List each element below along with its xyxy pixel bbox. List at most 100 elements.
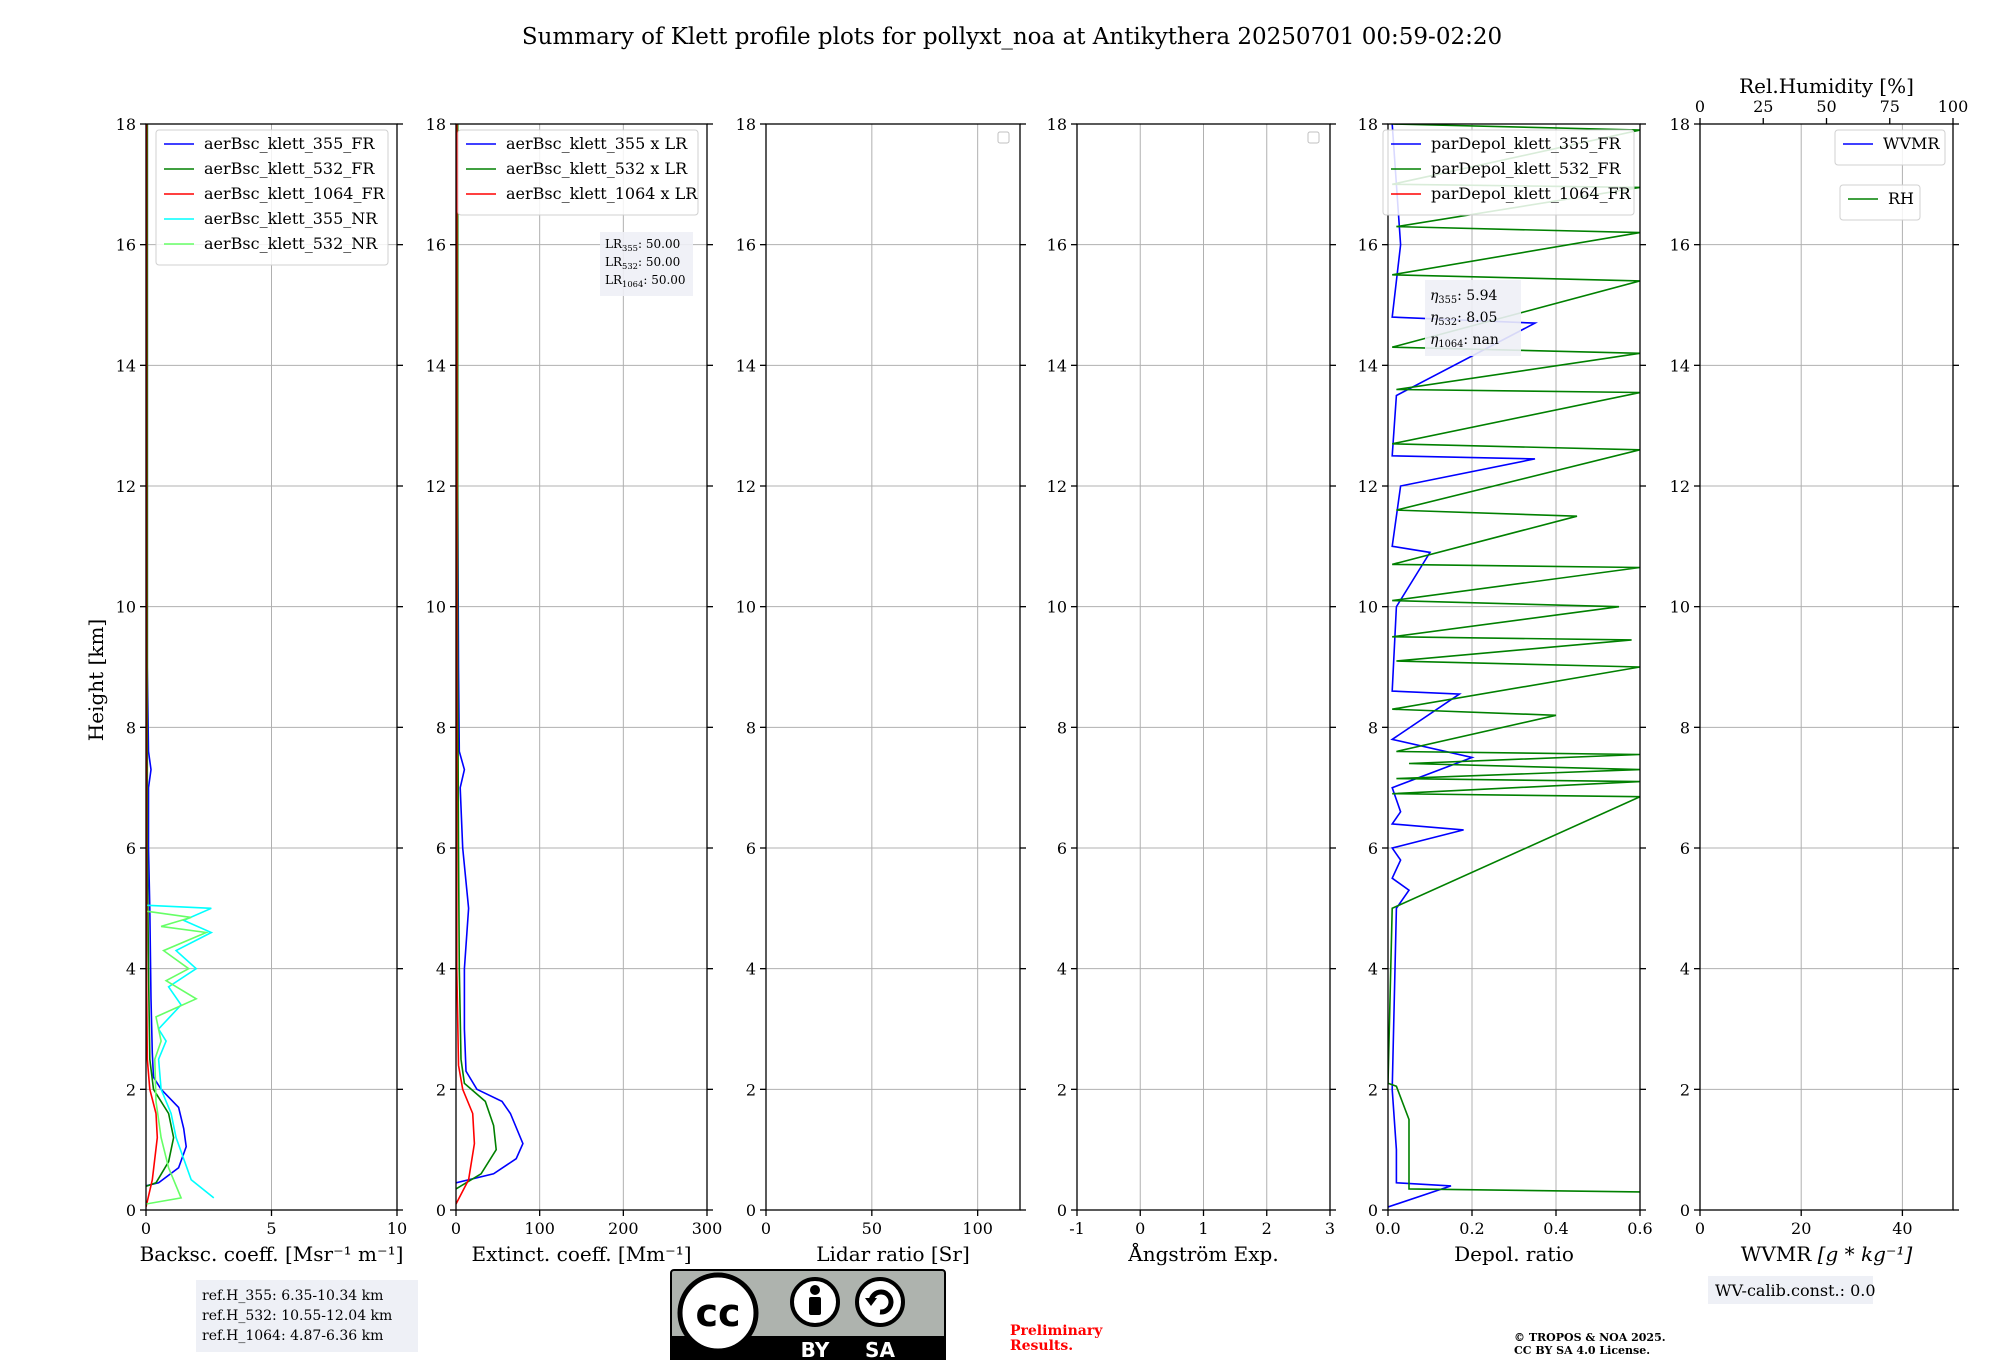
y-tick-label: 2 bbox=[126, 1080, 136, 1099]
x-axis-label-lr: Lidar ratio [Sr] bbox=[816, 1242, 970, 1266]
y-tick-label: 14 bbox=[736, 356, 756, 375]
sa-share-icon bbox=[855, 1277, 905, 1327]
annotation-base: LR bbox=[605, 255, 623, 269]
wv-calib-box bbox=[1708, 1276, 1873, 1304]
y-tick-label: 2 bbox=[1057, 1080, 1067, 1099]
x-tick-label: 1 bbox=[1198, 1219, 1208, 1238]
legend-entry: aerBsc_klett_1064_FR bbox=[204, 184, 386, 203]
x-tick-label: 0 bbox=[451, 1219, 461, 1238]
y-tick-label: 16 bbox=[1670, 236, 1690, 255]
y-tick-label: 12 bbox=[426, 477, 446, 496]
legend-bsc: aerBsc_klett_355_FR aerBsc_klett_532_FRae… bbox=[155, 129, 389, 266]
y-tick-label: 6 bbox=[746, 839, 756, 858]
annotation-value: : 50.00 bbox=[638, 255, 680, 269]
y-tick-label: 0 bbox=[1680, 1201, 1690, 1220]
y-tick-label: 6 bbox=[1680, 839, 1690, 858]
y-tick-label: 2 bbox=[1680, 1080, 1690, 1099]
legend-wv: WVMR bbox=[1834, 129, 1946, 166]
legend-entry: aerBsc_klett_355_NR bbox=[204, 209, 378, 228]
series-line-pardepol-klett-355-fr bbox=[1388, 124, 1539, 1208]
y-tick-label: 2 bbox=[1368, 1080, 1378, 1099]
y-tick-label: 10 bbox=[1047, 598, 1067, 617]
y-tick-label: 10 bbox=[116, 598, 136, 617]
top-x-tick-label: 50 bbox=[1816, 97, 1836, 116]
x-tick-label: 5 bbox=[266, 1219, 276, 1238]
cc-license-badge: cc BY SA bbox=[670, 1269, 946, 1360]
y-tick-label: 4 bbox=[746, 960, 756, 979]
legend-entry: parDepol_klett_532_FR bbox=[1431, 159, 1622, 178]
x-tick-label: 0 bbox=[1135, 1219, 1145, 1238]
series-group-ext bbox=[456, 124, 524, 1205]
annotation-value: : 50.00 bbox=[638, 237, 680, 251]
legend-entry: aerBsc_klett_532_NR bbox=[204, 234, 378, 253]
y-tick-label: 14 bbox=[426, 356, 446, 375]
legend-entry: WVMR bbox=[1883, 134, 1940, 153]
annotation-sub: 1064 bbox=[622, 279, 643, 289]
series-line-aerbsc-klett-355-fr bbox=[146, 124, 188, 1187]
y-tick-label: 18 bbox=[426, 115, 446, 134]
x-tick-label: 0 bbox=[1695, 1219, 1705, 1238]
y-tick-label: 8 bbox=[126, 718, 136, 737]
series-line-aerbsc-klett-532-nr bbox=[146, 910, 210, 1205]
figure-title: Summary of Klett profile plots for polly… bbox=[522, 24, 1502, 50]
x-axis-label-depol: Depol. ratio bbox=[1454, 1242, 1574, 1266]
top-x-axis-label: Rel.Humidity [%] bbox=[1739, 74, 1914, 98]
annotation-sub: 532 bbox=[1438, 317, 1457, 328]
annotation-base: η bbox=[1430, 332, 1439, 348]
x-axis-label-ang: Ångström Exp. bbox=[1127, 1241, 1278, 1266]
y-tick-label: 6 bbox=[126, 839, 136, 858]
annotation-line: LR355: 50.00 bbox=[605, 237, 680, 253]
x-tick-label: 100 bbox=[524, 1219, 555, 1238]
y-tick-label: 10 bbox=[1670, 598, 1690, 617]
series-line-aerbsc-klett-355-x-lr bbox=[456, 124, 524, 1184]
legend-box bbox=[457, 129, 699, 216]
copyright-line1: © TROPOS & NOA 2025. bbox=[1514, 1331, 1666, 1344]
preliminary-line2: Results. bbox=[1010, 1338, 1073, 1354]
empty-legend-box bbox=[1307, 131, 1320, 144]
y-tick-label: 0 bbox=[1368, 1201, 1378, 1220]
empty-legend-box bbox=[997, 131, 1010, 144]
x-tick-label: 0 bbox=[141, 1219, 151, 1238]
legend-entry: aerBsc_klett_532 x LR bbox=[506, 159, 688, 178]
x-tick-label: 0 bbox=[761, 1219, 771, 1238]
x-tick-label: 40 bbox=[1892, 1219, 1912, 1238]
y-tick-label: 8 bbox=[1680, 718, 1690, 737]
y-tick-label: 12 bbox=[116, 477, 136, 496]
wv-calib-text: WV-calib.const.: 0.0 bbox=[1715, 1281, 1876, 1300]
annotation-line: η355: 5.94 bbox=[1430, 288, 1498, 306]
legend-box bbox=[1839, 184, 1921, 221]
annotation-value: : 5.94 bbox=[1457, 288, 1497, 304]
refh-annotation-box bbox=[196, 1280, 418, 1352]
y-tick-label: 16 bbox=[116, 236, 136, 255]
legend-entry: aerBsc_klett_355_FR bbox=[204, 134, 375, 153]
annotation-box-ext bbox=[600, 232, 693, 296]
y-tick-label: 8 bbox=[436, 718, 446, 737]
y-tick-label: 10 bbox=[736, 598, 756, 617]
x-axis-label-ext: Extinct. coeff. [Mm⁻¹] bbox=[471, 1242, 691, 1266]
y-tick-label: 18 bbox=[1047, 115, 1067, 134]
x-tick-label: 0.2 bbox=[1459, 1219, 1484, 1238]
axes-frame-wv bbox=[1699, 123, 1954, 1211]
y-tick-label: 16 bbox=[1358, 236, 1378, 255]
x-tick-label: 20 bbox=[1791, 1219, 1811, 1238]
annotation-sub: 355 bbox=[622, 243, 638, 253]
y-tick-label: 6 bbox=[1057, 839, 1067, 858]
y-tick-label: 4 bbox=[1680, 960, 1690, 979]
x-axis-label-text: WVMR bbox=[1741, 1242, 1818, 1266]
top-x-tick-label: 0 bbox=[1695, 97, 1705, 116]
series-group-bsc bbox=[146, 124, 215, 1208]
axes-frame-depol bbox=[1387, 123, 1641, 1211]
annotation-value: : 50.00 bbox=[643, 273, 685, 287]
x-tick-label: -1 bbox=[1069, 1219, 1085, 1238]
y-tick-label: 16 bbox=[736, 236, 756, 255]
annotation-base: η bbox=[1430, 310, 1439, 326]
y-tick-label: 18 bbox=[116, 115, 136, 134]
y-tick-label: 10 bbox=[1358, 598, 1378, 617]
y-tick-label: 12 bbox=[736, 477, 756, 496]
cc-logo-text: cc bbox=[695, 1291, 740, 1335]
top-x-tick-label: 25 bbox=[1753, 97, 1773, 116]
legend-box bbox=[1834, 129, 1946, 166]
